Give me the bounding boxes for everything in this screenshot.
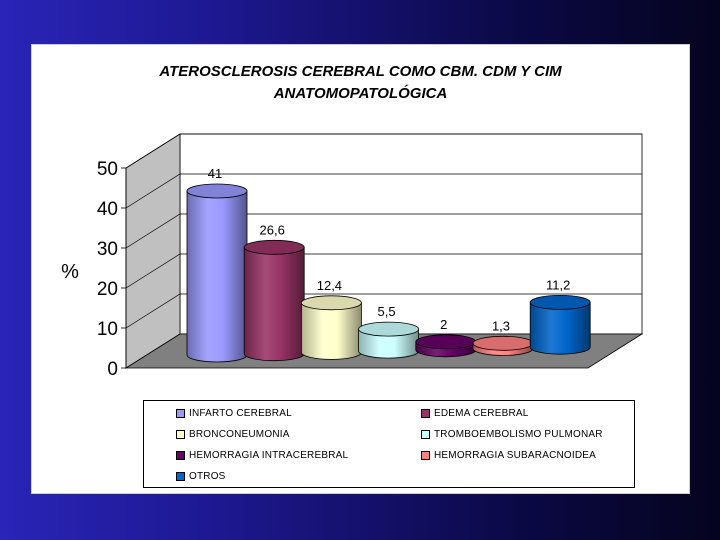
- bar-3: 5,5: [358, 304, 420, 359]
- legend-label: HEMORRAGIA INTRACEREBRAL: [189, 449, 349, 461]
- y-tick-label: 20: [97, 279, 118, 300]
- data-label: 26,6: [260, 222, 285, 237]
- bar-top: [529, 294, 591, 310]
- legend-swatch: [176, 471, 185, 481]
- y-tick-label: 50: [97, 159, 118, 180]
- bar-body: [529, 302, 591, 355]
- data-label: 11,2: [546, 277, 570, 292]
- bar-0: 41: [186, 166, 248, 363]
- legend-label: OTROS: [189, 470, 226, 482]
- chart-title: ATEROSCLEROSIS CEREBRAL COMO CBM. CDM Y …: [32, 61, 689, 105]
- bar-4: 2: [415, 317, 477, 358]
- legend-swatch: [176, 450, 185, 460]
- legend-item: HEMORRAGIA SUBARACNOIDEA: [421, 448, 596, 462]
- legend-item: TROMBOEMBOLISMO PULMONAR: [421, 427, 603, 441]
- chart-side-wall: [125, 133, 181, 369]
- legend-swatch: [421, 408, 430, 418]
- y-tick-label: 40: [97, 199, 118, 220]
- bar-top: [472, 335, 534, 351]
- legend-item: OTROS: [176, 469, 226, 483]
- bar-body: [243, 246, 305, 362]
- y-tick-label: 30: [97, 239, 118, 260]
- chart-title-line-1: ATEROSCLEROSIS CEREBRAL COMO CBM. CDM Y …: [159, 63, 562, 80]
- bar-top: [300, 295, 362, 311]
- legend-swatch: [176, 408, 185, 418]
- legend-swatch: [421, 450, 430, 460]
- legend-item: EDEMA CEREBRAL: [421, 406, 529, 420]
- legend-label: BRONCONEUMONIA: [189, 428, 290, 440]
- chart-panel: ATEROSCLEROSIS CEREBRAL COMO CBM. CDM Y …: [31, 44, 690, 494]
- bar-top: [358, 321, 420, 337]
- bar-body: [301, 302, 362, 360]
- bar-top: [186, 183, 248, 199]
- bar-2: 12,4: [300, 278, 362, 360]
- bar-body: [186, 190, 248, 363]
- data-label: 5,5: [378, 304, 396, 319]
- bar-5: 1,3: [472, 318, 534, 356]
- bar-top: [415, 334, 477, 350]
- gridline: [125, 173, 642, 209]
- legend-item: HEMORRAGIA INTRACEREBRAL: [176, 448, 348, 462]
- gridline: [125, 213, 642, 249]
- bar-6: 11,2: [529, 277, 591, 355]
- legend-label: EDEMA CEREBRAL: [434, 407, 529, 419]
- legend-item: INFARTO CEREBRAL: [176, 406, 292, 420]
- gridline: [125, 253, 642, 289]
- legend-swatch: [421, 429, 430, 439]
- bar-top: [243, 239, 305, 255]
- y-tick-label: 10: [97, 319, 118, 340]
- y-axis-label: %: [61, 261, 79, 283]
- bar-1: 26,6: [243, 222, 305, 362]
- y-tick-label: 0: [107, 359, 118, 380]
- legend-label: HEMORRAGIA SUBARACNOIDEA: [434, 449, 597, 461]
- chart-title-line-2: ANATOMOPATOLÓGICA: [273, 85, 448, 102]
- chart-plot: 0 10 20 30 40 50% 41 26,6 12,4 5,5 2 1,3 11,2: [61, 133, 644, 380]
- gridline: [125, 133, 642, 169]
- legend-label: TROMBOEMBOLISMO PULMONAR: [434, 428, 603, 440]
- data-label: 41: [208, 166, 222, 181]
- data-label: 2: [440, 317, 447, 332]
- chart-legend: INFARTO CEREBRAL EDEMA CEREBRAL BRONCONEUM…: [143, 400, 635, 488]
- data-label: 1,3: [492, 318, 510, 333]
- legend-swatch: [176, 429, 185, 439]
- y-axis: 0 10 20 30 40 50: [97, 133, 642, 380]
- legend-label: INFARTO CEREBRAL: [189, 407, 292, 419]
- gridline: [125, 293, 642, 329]
- legend-item: BRONCONEUMONIA: [176, 427, 290, 441]
- data-label: 12,4: [317, 278, 342, 293]
